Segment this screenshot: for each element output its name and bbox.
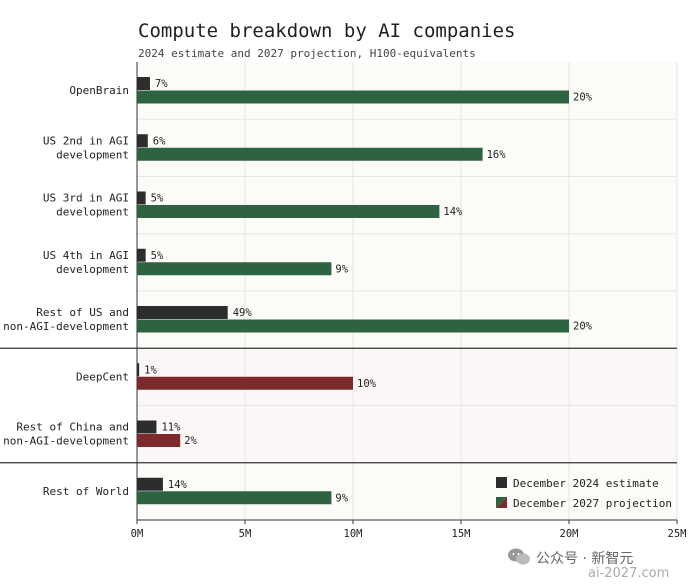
category-label: US 4th in AGI [43,249,129,262]
data-label-2024: 49% [233,307,253,319]
data-label-2024: 11% [161,422,181,434]
category-label: non-AGI-development [3,320,129,333]
wechat-icon [508,548,530,565]
bar-2024 [137,477,163,491]
watermark-text: 公众号 · 新智元 [536,551,634,567]
bar-2027 [137,262,332,276]
category-label: Rest of World [43,485,129,498]
x-tick-label: 0M [131,528,144,540]
bar-2027 [137,319,569,333]
category-label: development [56,263,129,276]
x-tick-label: 25M [668,528,687,540]
data-label-2027: 9% [335,263,348,275]
category-label: development [56,206,129,219]
legend-swatch-2027-china [496,497,507,508]
x-tick-label: 10M [344,528,363,540]
bar-2027 [137,147,483,161]
legend-label-2024: December 2024 estimate [513,477,659,490]
bar-2027 [137,491,332,505]
data-label-2024: 1% [144,364,157,376]
bar-2024 [137,306,228,319]
data-label-2027: 9% [335,492,348,504]
data-label-2024: 14% [168,479,188,491]
bar-2024 [137,248,146,262]
bar-2024 [137,77,150,90]
data-label-2027: 20% [573,321,593,333]
category-label: DeepCent [76,370,129,383]
bar-2027 [137,90,569,104]
data-label-2024: 7% [155,78,168,90]
watermark-url: ai-2027.com [588,566,670,581]
x-tick-label: 15M [452,528,471,540]
x-tick-label: 5M [239,528,252,540]
category-label: US 3rd in AGI [43,192,129,205]
category-label: non-AGI-development [3,435,129,448]
data-label-2027: 14% [443,206,463,218]
category-label: Rest of China and [16,421,129,434]
bar-2027 [137,376,353,390]
bar-2024 [137,363,140,377]
data-label-2027: 16% [487,149,507,161]
bar-2027 [137,205,440,218]
category-label: development [56,148,129,161]
bar-2024 [137,191,146,205]
data-label-2024: 5% [151,193,164,205]
chart-subtitle: 2024 estimate and 2027 projection, H100-… [138,47,476,60]
chart-title: Compute breakdown by AI companies [138,20,516,42]
x-tick-label: 20M [560,528,579,540]
bar-2027 [137,434,181,447]
bar-2024 [137,134,148,148]
data-label-2024: 6% [153,135,166,147]
category-label: OpenBrain [69,84,129,97]
data-label-2024: 5% [151,250,164,262]
data-label-2027: 10% [357,378,377,390]
legend-label-2027: December 2027 projection [513,497,672,510]
category-label: US 2nd in AGI [43,134,129,147]
legend-swatch-2024 [496,477,507,488]
data-label-2027: 2% [184,435,197,447]
category-label: Rest of US and [36,306,129,319]
data-label-2027: 20% [573,92,593,104]
bar-2024 [137,420,157,434]
